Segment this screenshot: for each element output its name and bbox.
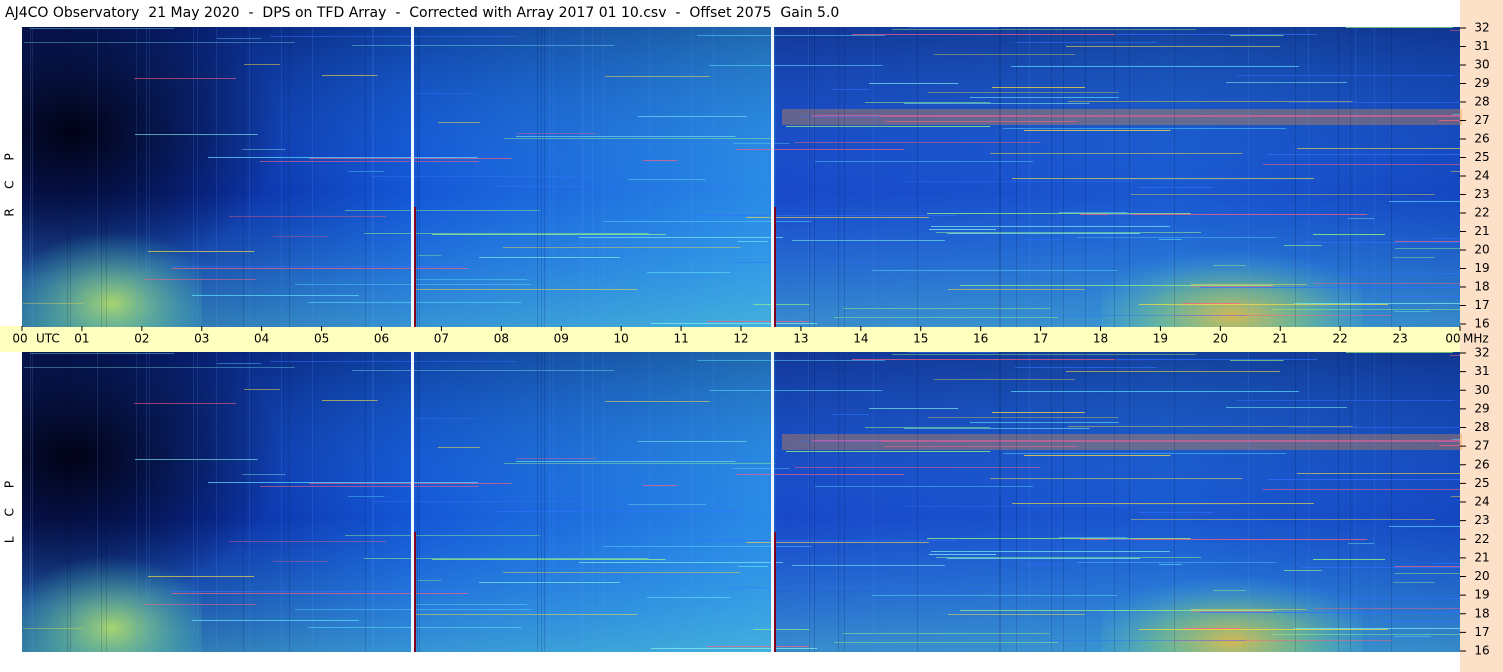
frequency-label: 20: [1474, 569, 1489, 583]
hour-label: 15: [913, 332, 928, 346]
utc-label: UTC: [36, 332, 60, 346]
hour-label: 07: [434, 332, 449, 346]
frequency-label: 27: [1474, 113, 1489, 127]
hour-label: 18: [1093, 332, 1108, 346]
polarization-label: RCP: [3, 133, 17, 216]
hour-label: 21: [1273, 332, 1288, 346]
hour-label: 06: [374, 332, 389, 346]
frequency-label: 24: [1474, 495, 1489, 509]
frequency-label: 22: [1474, 532, 1489, 546]
frequency-label: 24: [1474, 169, 1489, 183]
hour-label: 08: [494, 332, 509, 346]
hour-label: 05: [314, 332, 329, 346]
spectrogram-lcp: [21, 351, 1463, 653]
frequency-label: 23: [1474, 187, 1489, 201]
hour-label: 01: [74, 332, 89, 346]
frequency-label: 19: [1474, 588, 1489, 602]
hour-label: 03: [194, 332, 209, 346]
frequency-label: 28: [1474, 95, 1489, 109]
frequency-label: 26: [1474, 132, 1489, 146]
hour-label: 00: [1445, 332, 1460, 346]
hour-label: 13: [793, 332, 808, 346]
frequency-label: 29: [1474, 76, 1489, 90]
hour-label: 10: [614, 332, 629, 346]
frequency-label: 25: [1474, 476, 1489, 490]
hour-label: 20: [1213, 332, 1228, 346]
frequency-label: 30: [1474, 383, 1489, 397]
time-strip: [0, 326, 1460, 352]
hour-label: 19: [1153, 332, 1168, 346]
frequency-label: 22: [1474, 206, 1489, 220]
hour-label: 02: [134, 332, 149, 346]
spectrogram-rcp: [21, 26, 1463, 328]
frequency-label: 21: [1474, 550, 1489, 564]
frequency-label: 19: [1474, 261, 1489, 275]
hour-label: 04: [254, 332, 269, 346]
frequency-label: 23: [1474, 513, 1489, 527]
hour-label: 12: [733, 332, 748, 346]
frequency-label: 26: [1474, 457, 1489, 471]
frequency-strip: [1460, 0, 1503, 672]
frequency-label: 27: [1474, 439, 1489, 453]
polarization-label: LCP: [3, 461, 17, 543]
frequency-label: 30: [1474, 58, 1489, 72]
frequency-label: 20: [1474, 243, 1489, 257]
frequency-label: 25: [1474, 150, 1489, 164]
unit-label: MHz: [1463, 332, 1489, 346]
hour-label: 22: [1333, 332, 1348, 346]
frequency-label: 29: [1474, 401, 1489, 415]
hour-label: 09: [554, 332, 569, 346]
frequency-label: 32: [1474, 21, 1489, 35]
frequency-label: 16: [1474, 644, 1489, 658]
hour-label: 14: [853, 332, 868, 346]
hour-label: 11: [673, 332, 688, 346]
frequency-label: 31: [1474, 39, 1489, 53]
hour-label: 17: [1033, 332, 1048, 346]
hour-label: 00: [12, 332, 27, 346]
frequency-label: 28: [1474, 420, 1489, 434]
hour-label: 16: [973, 332, 988, 346]
frequency-label: 18: [1474, 606, 1489, 620]
frequency-label: 31: [1474, 364, 1489, 378]
frequency-label: 17: [1474, 625, 1489, 639]
frequency-label: 32: [1474, 346, 1489, 360]
frequency-label: 18: [1474, 280, 1489, 294]
window-title: AJ4CO Observatory 21 May 2020 - DPS on T…: [5, 5, 839, 21]
frequency-label: 16: [1474, 317, 1489, 331]
frequency-label: 17: [1474, 298, 1489, 312]
labels: 00 01 02 03 04 05 06 07 08 09 10 11 12 13 14 15 16 17 18 19…: [3, 21, 1490, 658]
hour-label: 23: [1392, 332, 1407, 346]
frequency-label: 21: [1474, 224, 1489, 238]
